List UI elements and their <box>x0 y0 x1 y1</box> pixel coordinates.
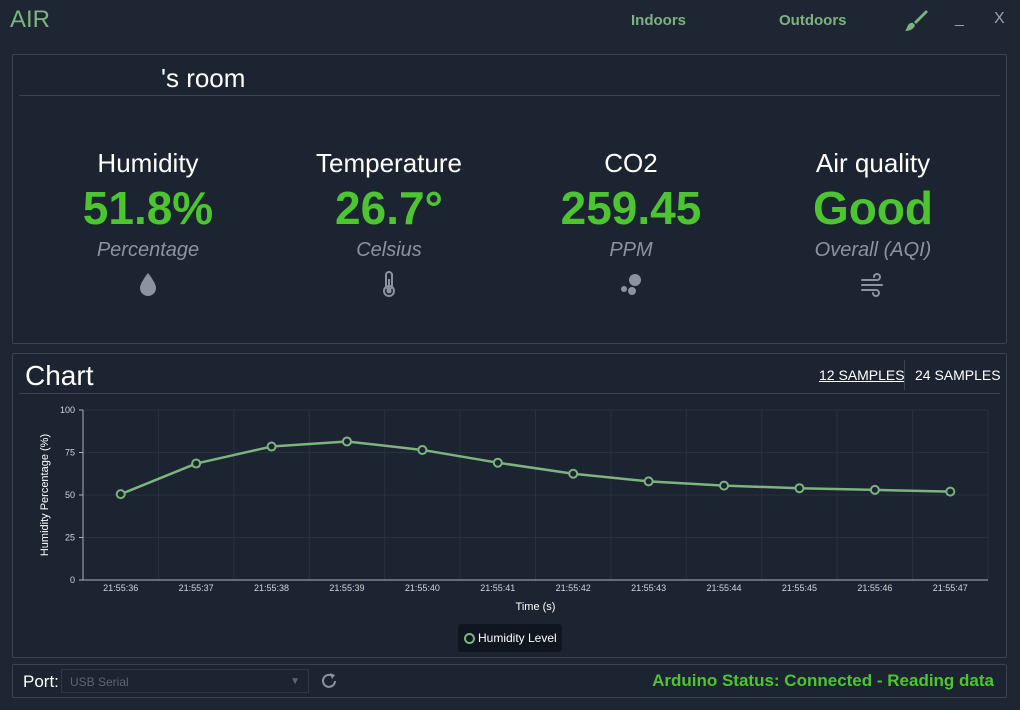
temperature-label: Temperature <box>316 148 462 178</box>
air-quality-unit: Overall (AQI) <box>814 239 932 261</box>
x-tick-label: 21:55:46 <box>857 583 892 593</box>
divider <box>19 393 1000 394</box>
data-point <box>115 489 126 500</box>
y-tick-label: 0 <box>70 575 75 585</box>
port-select-value: USB Serial <box>70 675 129 689</box>
data-point <box>417 444 428 455</box>
air-quality-card: Air quality Good Overall (AQI) <box>753 147 993 297</box>
temperature-value: 26.7° <box>335 182 443 234</box>
x-tick-label: 21:55:36 <box>103 583 138 593</box>
minimize-button[interactable]: _ <box>955 10 964 27</box>
data-point <box>266 441 277 452</box>
air-quality-value: Good <box>812 182 934 234</box>
humidity-value: 51.8% <box>82 182 214 234</box>
droplet-icon <box>140 273 156 296</box>
y-tick-label: 25 <box>65 533 75 543</box>
title-bar: AIR Indoors Outdoors _ X <box>0 0 1020 41</box>
co2-unit: PPM <box>609 239 653 261</box>
co2-label: CO2 <box>604 148 658 178</box>
footer-bar: Port: USB Serial ▼ Arduino Status: Conne… <box>12 664 1007 698</box>
metrics-panel: 's room Humidity 51.8% Percentage Temper… <box>12 54 1007 344</box>
refresh-icon[interactable] <box>319 671 339 691</box>
close-button[interactable]: X <box>994 10 1005 27</box>
y-tick-label: 50 <box>65 490 75 500</box>
legend-marker <box>464 633 475 644</box>
temperature-unit: Celsius <box>356 239 422 261</box>
chart-panel: Chart 12 SAMPLES 24 SAMPLES 0 25 50 75 100 21… <box>12 353 1007 658</box>
x-tick-label: 21:55:45 <box>782 583 817 593</box>
wind-icon <box>861 273 883 297</box>
tab-indoors[interactable]: Indoors <box>631 12 686 29</box>
y-tick-label: 75 <box>65 448 75 458</box>
chevron-down-icon: ▼ <box>290 676 300 687</box>
humidity-card: Humidity 51.8% Percentage <box>28 147 268 297</box>
twelve-samples-button[interactable]: 12 SAMPLES <box>819 367 905 383</box>
x-axis-label: Time (s) <box>516 601 556 613</box>
x-tick-label: 21:55:37 <box>179 583 214 593</box>
tab-outdoors[interactable]: Outdoors <box>779 12 847 29</box>
port-select[interactable]: USB Serial ▼ <box>61 669 309 693</box>
samples-divider <box>904 360 905 390</box>
paintbrush-icon[interactable] <box>902 8 930 34</box>
air-quality-label: Air quality <box>815 148 931 178</box>
y-axis-label: Humidity Percentage (%) <box>39 434 51 556</box>
data-point <box>643 476 654 487</box>
app-title: AIR <box>10 6 51 33</box>
data-point <box>719 480 730 491</box>
data-point <box>869 484 880 495</box>
humidity-label: Humidity <box>97 148 199 178</box>
data-point <box>492 457 503 468</box>
arduino-status: Arduino Status: Connected - Reading data <box>652 671 994 690</box>
twenty-four-samples-button[interactable]: 24 SAMPLES <box>915 367 1001 383</box>
x-tick-label: 21:55:38 <box>254 583 289 593</box>
x-tick-label: 21:55:47 <box>933 583 968 593</box>
temperature-card: Temperature 26.7° Celsius <box>269 147 509 297</box>
x-tick-label: 21:55:39 <box>329 583 364 593</box>
humidity-line-chart: 0 25 50 75 100 21:55:36 21:55:37 21:55:38 21:55:… <box>39 405 989 613</box>
data-point <box>341 436 352 447</box>
legend-label: Humidity Level <box>478 631 557 645</box>
data-point <box>945 486 956 497</box>
port-label: Port: <box>23 672 59 691</box>
co2-card: CO2 259.45 PPM <box>511 147 751 297</box>
x-tick-label: 21:55:44 <box>707 583 742 593</box>
data-point <box>191 458 202 469</box>
x-tick-label: 21:55:40 <box>405 583 440 593</box>
x-tick-label: 21:55:42 <box>556 583 591 593</box>
data-point <box>794 483 805 494</box>
x-tick-label: 21:55:41 <box>480 583 515 593</box>
x-tick-label: 21:55:43 <box>631 583 666 593</box>
thermometer-icon <box>383 271 395 297</box>
chart-title: Chart <box>25 360 94 391</box>
data-point <box>568 468 579 479</box>
co2-value: 259.45 <box>560 182 702 234</box>
room-title: 's room <box>161 63 246 93</box>
series-line <box>120 440 951 496</box>
divider <box>19 95 1000 96</box>
y-tick-label: 100 <box>60 405 75 415</box>
chart-legend[interactable]: Humidity Level <box>458 624 562 652</box>
molecule-icon <box>621 274 641 295</box>
humidity-unit: Percentage <box>96 239 200 261</box>
